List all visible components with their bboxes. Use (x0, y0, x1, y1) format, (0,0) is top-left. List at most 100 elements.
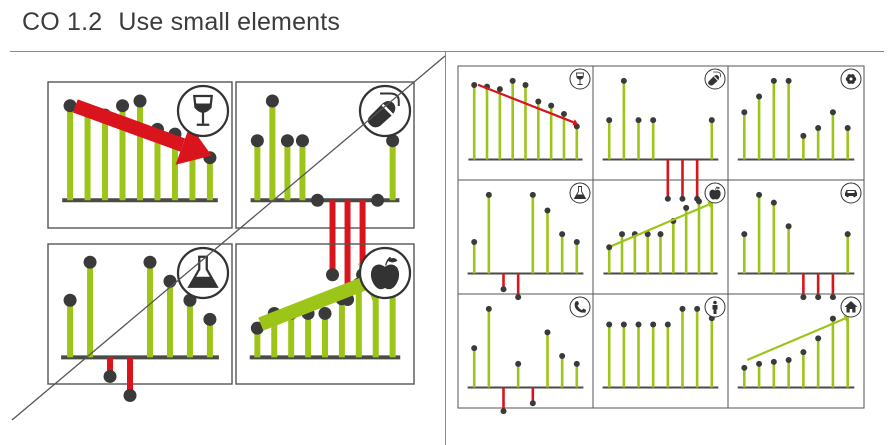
person-icon (704, 296, 726, 318)
data-point (683, 204, 690, 211)
icon-glyph (709, 189, 721, 200)
data-point (203, 312, 217, 326)
chart-person (592, 293, 729, 409)
data-point (785, 223, 792, 230)
data-point (509, 77, 516, 84)
data-point (815, 294, 822, 301)
apple-icon (704, 182, 726, 204)
data-point (295, 134, 309, 148)
trend-arrow-head (572, 119, 579, 126)
data-point (815, 125, 822, 132)
data-point (515, 294, 522, 301)
icon-glyph (847, 191, 855, 193)
data-point (318, 306, 332, 320)
data-point (664, 195, 671, 202)
data-point (326, 268, 340, 282)
chart-wine (457, 65, 594, 181)
data-point (741, 109, 748, 116)
data-point (250, 134, 264, 148)
data-point (635, 117, 642, 124)
icon-glyph (194, 103, 212, 112)
trend-arrow (477, 83, 574, 124)
icon-glyph (574, 301, 586, 313)
data-point (310, 193, 324, 207)
icon-glyph (576, 76, 584, 80)
chart-flower (727, 65, 865, 181)
data-point (544, 207, 551, 214)
data-point (471, 345, 478, 352)
data-point (471, 239, 478, 246)
data-point (606, 244, 613, 251)
data-point (559, 353, 566, 360)
data-point (573, 239, 580, 246)
data-point (695, 198, 702, 205)
strike-through-line (11, 55, 446, 421)
trend-arrow-head (843, 315, 850, 322)
trend-arrow (746, 317, 846, 361)
data-point (708, 117, 715, 124)
trend-arrow-head (175, 125, 212, 165)
data-point (635, 321, 642, 328)
data-point (815, 335, 822, 342)
house-icon (840, 296, 862, 318)
chart-house (727, 293, 865, 409)
data-point (770, 358, 777, 365)
data-point (606, 117, 613, 124)
data-point (800, 294, 807, 301)
chart-fruit (235, 243, 415, 385)
data-point (829, 315, 836, 322)
pill-icon (704, 68, 726, 90)
chart-frame (727, 293, 865, 409)
icon-glyph (367, 101, 396, 128)
data-point (83, 255, 97, 269)
data-point (650, 321, 657, 328)
data-point (756, 93, 763, 100)
data-point (250, 321, 264, 335)
data-point (500, 286, 507, 293)
data-point (741, 231, 748, 238)
data-point (500, 408, 507, 415)
icon-glyph (844, 301, 858, 313)
data-point (620, 77, 627, 84)
data-point (756, 191, 763, 198)
data-point (485, 191, 492, 198)
page-title: CO 1.2 Use small elements (22, 8, 340, 37)
data-point (63, 99, 77, 113)
chart-car (727, 179, 865, 301)
car-icon (840, 182, 862, 204)
icon-glyph (577, 79, 583, 85)
chart-frame (235, 243, 415, 385)
title-rule (10, 51, 884, 52)
data-point (694, 305, 701, 312)
data-point (770, 199, 777, 206)
icon-glyph (713, 76, 719, 81)
data-point (650, 117, 657, 124)
column-divider (445, 52, 446, 445)
icon-glyph (380, 92, 400, 106)
data-point (619, 231, 626, 238)
data-point (679, 195, 686, 202)
icon-glyph (713, 300, 717, 305)
chart-wine (47, 81, 233, 229)
icon-glyph (189, 276, 217, 287)
chart-chemistry (457, 179, 594, 301)
data-point (800, 349, 807, 356)
data-point (741, 364, 748, 371)
data-point (800, 132, 807, 139)
chart-frame (235, 81, 415, 229)
icon-glyph (716, 187, 720, 189)
data-point (116, 99, 130, 113)
data-point (544, 329, 551, 336)
data-point (515, 360, 522, 367)
wine-glass-icon (569, 68, 591, 90)
data-point (560, 110, 567, 117)
chart-fruit (592, 179, 729, 295)
chart-pills (235, 81, 415, 307)
icon-glyph (370, 264, 400, 290)
data-point (664, 321, 671, 328)
data-point (485, 305, 492, 312)
wine-glass-icon (176, 84, 230, 138)
data-point (829, 109, 836, 116)
icon-ring (569, 182, 591, 204)
